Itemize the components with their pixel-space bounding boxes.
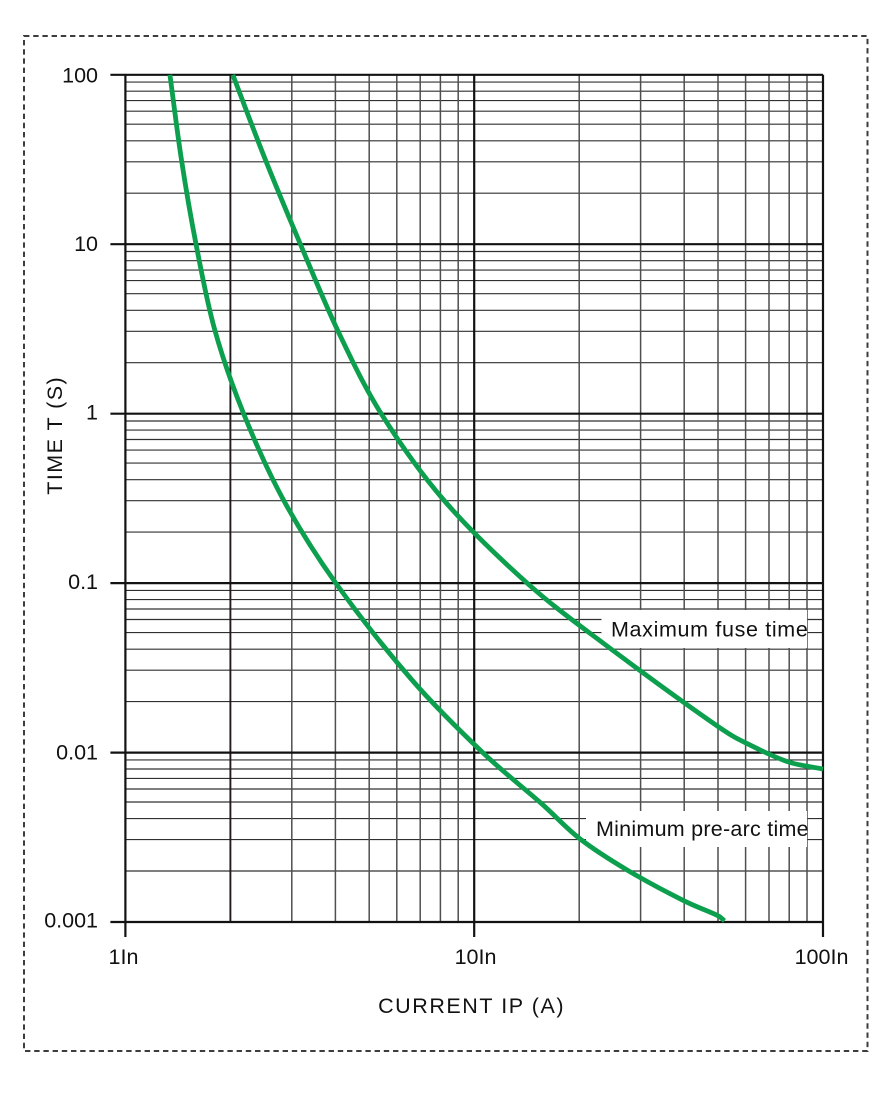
svg-text:TIME T (S): TIME T (S) — [43, 376, 67, 495]
svg-text:0.01: 0.01 — [56, 741, 98, 765]
svg-text:1: 1 — [86, 401, 98, 425]
svg-text:0.001: 0.001 — [44, 909, 98, 933]
svg-text:CURRENT IP (A): CURRENT IP (A) — [378, 994, 565, 1018]
svg-text:10: 10 — [74, 232, 98, 256]
svg-text:10In: 10In — [455, 945, 497, 969]
svg-text:Maximum fuse time: Maximum fuse time — [611, 618, 808, 642]
svg-text:100In: 100In — [795, 945, 849, 969]
svg-text:1In: 1In — [109, 945, 139, 969]
svg-text:0.1: 0.1 — [68, 570, 98, 594]
svg-text:100: 100 — [62, 63, 98, 87]
svg-text:Minimum pre-arc time: Minimum pre-arc time — [596, 817, 809, 841]
